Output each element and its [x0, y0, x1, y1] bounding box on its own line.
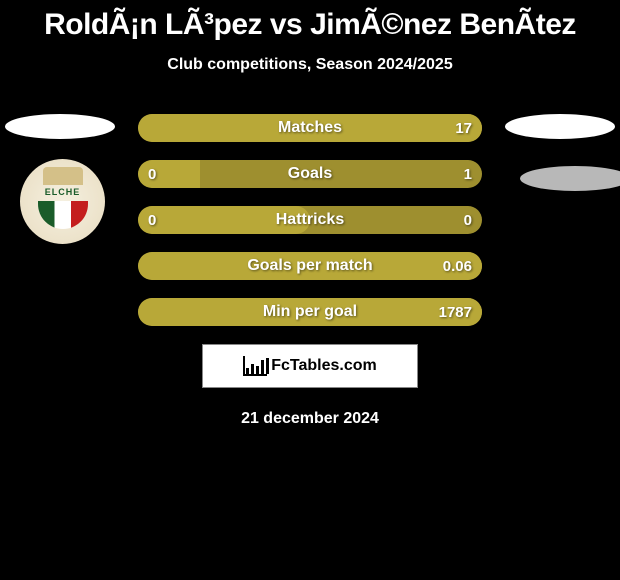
player-left-placeholder [5, 114, 115, 139]
badge-stripes [38, 201, 88, 229]
club-badge: ELCHE [20, 159, 105, 244]
date-text: 21 december 2024 [0, 410, 620, 428]
stat-label: Goals per match [138, 252, 482, 280]
comparison-card: RoldÃ¡n LÃ³pez vs JimÃ©nez BenÃ­tez Club… [0, 0, 620, 428]
stat-right-value: 0.06 [443, 252, 472, 280]
stat-row: Min per goal1787 [138, 298, 482, 326]
stat-label: Matches [138, 114, 482, 142]
club-badge-inner: ELCHE [28, 167, 98, 237]
stat-label: Goals [138, 160, 482, 188]
stat-row: 0Hattricks0 [138, 206, 482, 234]
source-logo[interactable]: FcTables.com [202, 344, 418, 388]
stat-row: Matches17 [138, 114, 482, 142]
player-right-placeholder-2 [520, 166, 620, 191]
chart-icon-bars [246, 358, 269, 374]
stat-right-value: 0 [464, 206, 472, 234]
stat-right-value: 1 [464, 160, 472, 188]
stat-row: 0Goals1 [138, 160, 482, 188]
stat-right-value: 1787 [439, 298, 472, 326]
source-logo-text: FcTables.com [271, 357, 377, 375]
page-title: RoldÃ¡n LÃ³pez vs JimÃ©nez BenÃ­tez [0, 8, 620, 42]
chart-icon [243, 356, 267, 376]
stat-row: Goals per match0.06 [138, 252, 482, 280]
stats-area: ELCHE Matches170Goals10Hattricks0Goals p… [0, 114, 620, 428]
badge-text: ELCHE [45, 187, 81, 197]
player-right-placeholder [505, 114, 615, 139]
stat-label: Min per goal [138, 298, 482, 326]
subtitle: Club competitions, Season 2024/2025 [0, 56, 620, 74]
stat-right-value: 17 [455, 114, 472, 142]
badge-top-shape [43, 167, 83, 185]
stat-rows: Matches170Goals10Hattricks0Goals per mat… [138, 114, 482, 326]
stat-label: Hattricks [138, 206, 482, 234]
